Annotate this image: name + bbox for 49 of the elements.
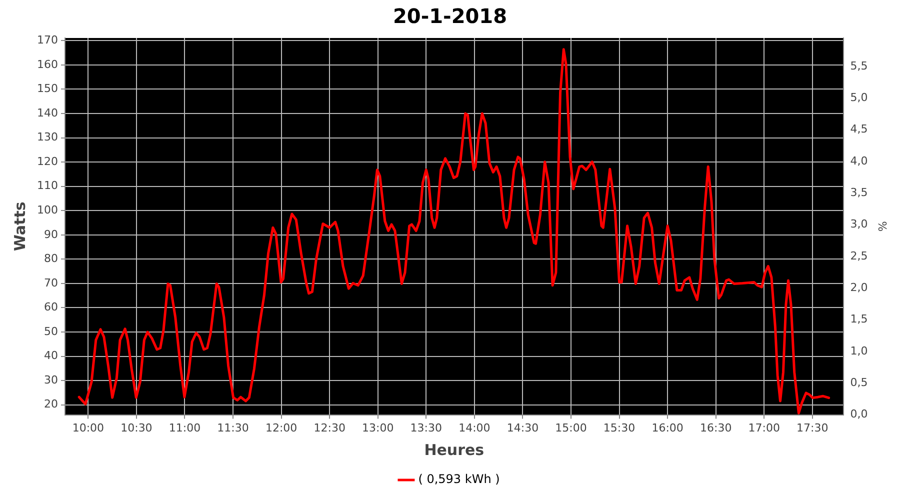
y2-tick-label: 0,5 [850, 376, 868, 389]
y-tick-label: 170 [36, 34, 58, 47]
y-tick-label: 150 [36, 82, 58, 96]
y2-tick-label: 5,0 [850, 91, 868, 104]
y-tick-label: 120 [36, 154, 58, 168]
y-tick-label: 30 [44, 373, 58, 386]
y-tick-label: 110 [36, 179, 58, 192]
x-tick-label: 14:30 [506, 421, 539, 434]
y2-tick-label: 1,0 [850, 344, 868, 358]
y2-tick-label: 3,0 [850, 218, 868, 231]
y2-tick-label: 3,5 [850, 186, 868, 200]
x-tick-label: 13:00 [362, 421, 394, 434]
y2-tick-label: 4,5 [850, 122, 868, 136]
y-tick-label: 40 [44, 349, 58, 362]
x-tick-label: 17:30 [796, 421, 828, 434]
x-axis-title: Heures [424, 440, 484, 459]
x-tick-label: 12:00 [265, 421, 298, 434]
x-tick-label: 10:00 [72, 421, 104, 434]
y-tick-label: 90 [44, 228, 58, 241]
y-axis-title: Watts [10, 202, 29, 252]
y2-tick-label: 1,5 [850, 312, 868, 326]
x-tick-label: 16:30 [700, 421, 732, 434]
y-tick-label: 20 [44, 398, 58, 411]
y-tick-label: 130 [36, 130, 58, 144]
x-tick-label: 11:30 [217, 421, 249, 434]
y-tick-label: 80 [44, 252, 58, 266]
y-tick-label: 60 [44, 300, 58, 314]
y-tick-label: 100 [36, 203, 58, 216]
y2-tick-label: 0,0 [850, 408, 868, 421]
legend-label: ( 0,593 kWh ) [418, 472, 500, 486]
x-tick-label: 15:00 [555, 421, 587, 434]
x-tick-label: 12:30 [314, 421, 346, 434]
y2-tick-label: 4,0 [850, 154, 868, 168]
x-tick-label: 16:00 [652, 421, 684, 434]
x-tick-label: 11:00 [168, 421, 201, 434]
y-tick-label: 50 [44, 324, 58, 338]
y2-tick-label: 2,5 [850, 249, 868, 262]
chart-title: 20-1-2018 [392, 4, 508, 28]
y2-axis-title: % [876, 221, 889, 232]
y2-tick-label: 5,5 [850, 59, 868, 72]
x-tick-label: 17:00 [748, 421, 780, 434]
y2-tick-label: 2,0 [850, 281, 868, 294]
y-tick-label: 140 [36, 106, 58, 120]
x-tick-label: 14:00 [458, 421, 490, 434]
x-tick-label: 15:30 [603, 421, 636, 434]
x-tick-label: 10:30 [120, 421, 152, 434]
y-tick-label: 70 [44, 276, 58, 290]
x-tick-label: 13:30 [410, 421, 442, 434]
y-tick-label: 160 [36, 58, 58, 71]
